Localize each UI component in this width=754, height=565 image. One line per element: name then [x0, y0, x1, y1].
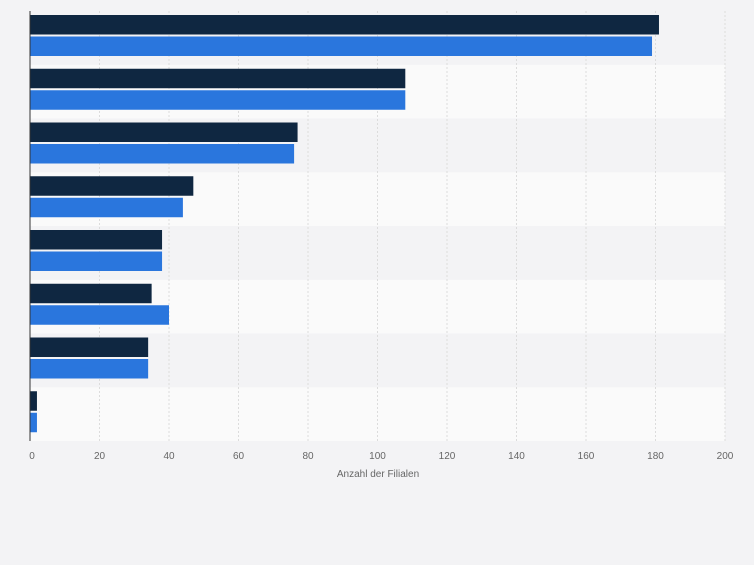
- bar-series-1: [30, 337, 149, 357]
- bar-series-1: [30, 283, 152, 304]
- bar-series-1: [30, 176, 194, 196]
- bar-series-2: [30, 251, 163, 271]
- bars: [30, 15, 659, 433]
- bar-series-1: [30, 122, 298, 142]
- bar-series-2: [30, 144, 295, 164]
- x-tick-label: 200: [717, 451, 734, 462]
- bar-series-1: [30, 68, 406, 89]
- bar-series-1: [30, 230, 163, 250]
- bar-series-2: [30, 305, 169, 325]
- x-tick-label: 0: [29, 451, 35, 462]
- bar-series-2: [30, 412, 37, 433]
- bar-series-1: [30, 15, 659, 35]
- x-tick-label: 100: [369, 451, 386, 462]
- bar-series-1: [30, 391, 37, 411]
- bar-series-2: [30, 90, 406, 110]
- x-tick-label: 40: [163, 451, 175, 462]
- x-tick-label: 60: [233, 451, 245, 462]
- bar-series-2: [30, 36, 653, 56]
- bar-series-2: [30, 197, 183, 218]
- x-tick-label: 180: [647, 451, 664, 462]
- x-tick-label: 20: [94, 451, 106, 462]
- bar-series-2: [30, 359, 149, 379]
- x-tick-labels: 0 20 40 60 80 100 120 140 160 180 200: [29, 451, 734, 462]
- x-tick-label: 140: [508, 451, 525, 462]
- x-axis-title: Anzahl der Filialen: [337, 469, 419, 480]
- x-tick-label: 120: [439, 451, 456, 462]
- x-tick-label: 80: [302, 451, 314, 462]
- x-tick-label: 160: [578, 451, 595, 462]
